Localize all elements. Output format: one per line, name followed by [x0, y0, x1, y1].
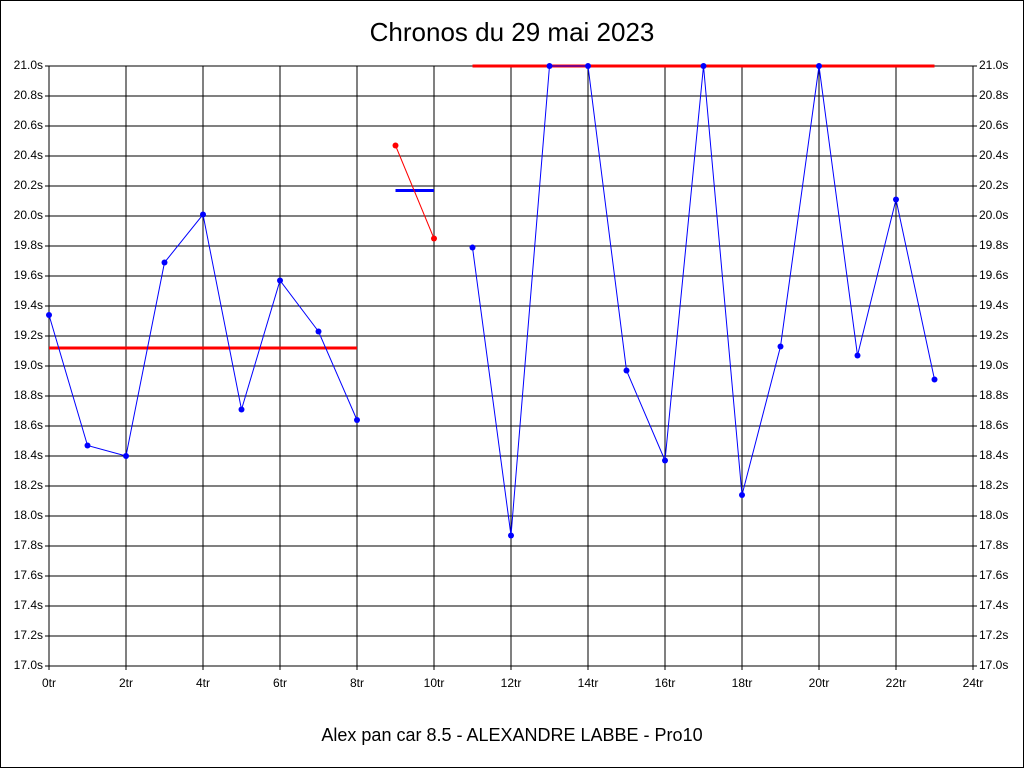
y2-tick-label: 19.2s — [979, 328, 1008, 342]
y2-tick-label: 19.0s — [979, 358, 1008, 372]
point — [200, 211, 206, 218]
y-tick-label: 19.4s — [14, 298, 43, 312]
point — [700, 63, 707, 69]
series-line — [395, 145, 435, 239]
y-tick-label: 18.4s — [14, 448, 43, 462]
x-tick-label: 6tr — [273, 676, 287, 690]
y2-tick-label: 20.8s — [979, 88, 1008, 102]
y2-tick-label: 19.4s — [979, 298, 1008, 312]
y-tick-label: 19.0s — [14, 358, 43, 372]
chart-footer: Alex pan car 8.5 - ALEXANDRE LABBE - Pro… — [321, 725, 702, 745]
point — [84, 442, 91, 449]
y-tick-label: 19.2s — [14, 328, 43, 342]
point — [662, 457, 668, 464]
y2-tick-label: 19.8s — [979, 238, 1008, 252]
x-tick-label: 0tr — [42, 676, 56, 690]
x-tick-label: 24tr — [963, 676, 984, 690]
point — [623, 367, 630, 374]
y2-tick-label: 21.0s — [979, 58, 1008, 72]
y-tick-label: 20.2s — [14, 178, 43, 192]
point — [931, 376, 938, 383]
x-tick-label: 2tr — [119, 676, 133, 690]
x-tick-label: 10tr — [424, 676, 445, 690]
y2-tick-label: 18.8s — [979, 388, 1008, 402]
y-tick-label: 18.8s — [14, 388, 43, 402]
y-tick-label: 17.8s — [14, 538, 43, 552]
y-tick-label: 20.6s — [14, 118, 43, 132]
x-tick-label: 18tr — [732, 676, 753, 690]
point — [469, 244, 476, 251]
y-tick-label: 18.6s — [14, 418, 43, 432]
x-tick-label: 4tr — [196, 676, 210, 690]
point — [238, 406, 245, 413]
point — [893, 196, 899, 203]
y2-tick-label: 17.2s — [979, 628, 1008, 642]
point — [585, 63, 591, 69]
y-tick-label: 19.8s — [14, 238, 43, 252]
y2-tick-label: 18.4s — [979, 448, 1008, 462]
point — [546, 63, 553, 69]
x-tick-label: 16tr — [655, 676, 676, 690]
y2-tick-label: 18.6s — [979, 418, 1008, 432]
x-tick-label: 20tr — [809, 676, 830, 690]
y-tick-label: 20.0s — [14, 208, 43, 222]
y2-tick-label: 20.2s — [979, 178, 1008, 192]
point — [392, 142, 399, 149]
y2-tick-label: 17.8s — [979, 538, 1008, 552]
point — [277, 277, 283, 284]
x-tick-label: 14tr — [578, 676, 599, 690]
y-tick-label: 17.6s — [14, 568, 43, 582]
y2-tick-label: 17.4s — [979, 598, 1008, 612]
x-tick-label: 22tr — [886, 676, 907, 690]
point — [431, 235, 437, 242]
y2-tick-label: 20.4s — [979, 148, 1008, 162]
y-tick-label: 18.0s — [14, 508, 43, 522]
point — [46, 312, 52, 318]
y-tick-label: 18.2s — [14, 478, 43, 492]
y2-tick-label: 17.0s — [979, 658, 1008, 672]
y-tick-label: 17.4s — [14, 598, 43, 612]
chart-title: Chronos du 29 mai 2023 — [370, 17, 655, 47]
point — [315, 328, 322, 335]
x-tick-label: 8tr — [350, 676, 364, 690]
point — [161, 259, 168, 266]
y2-tick-label: 17.6s — [979, 568, 1008, 582]
y-tick-label: 17.2s — [14, 628, 43, 642]
point — [739, 492, 745, 498]
y2-tick-label: 18.2s — [979, 478, 1008, 492]
y-tick-label: 20.8s — [14, 88, 43, 102]
x-tick-label: 12tr — [501, 676, 522, 690]
point — [777, 343, 784, 350]
y-tick-label: 20.4s — [14, 148, 43, 162]
point — [816, 63, 822, 69]
point — [508, 532, 514, 539]
y2-tick-label: 19.6s — [979, 268, 1008, 282]
y2-tick-label: 20.6s — [979, 118, 1008, 132]
y-tick-label: 21.0s — [14, 58, 43, 72]
y-tick-label: 19.6s — [14, 268, 43, 282]
y2-tick-label: 18.0s — [979, 508, 1008, 522]
point — [123, 453, 129, 459]
point — [354, 417, 360, 423]
y-tick-label: 17.0s — [14, 658, 43, 672]
y2-tick-label: 20.0s — [979, 208, 1008, 222]
point — [854, 352, 861, 359]
